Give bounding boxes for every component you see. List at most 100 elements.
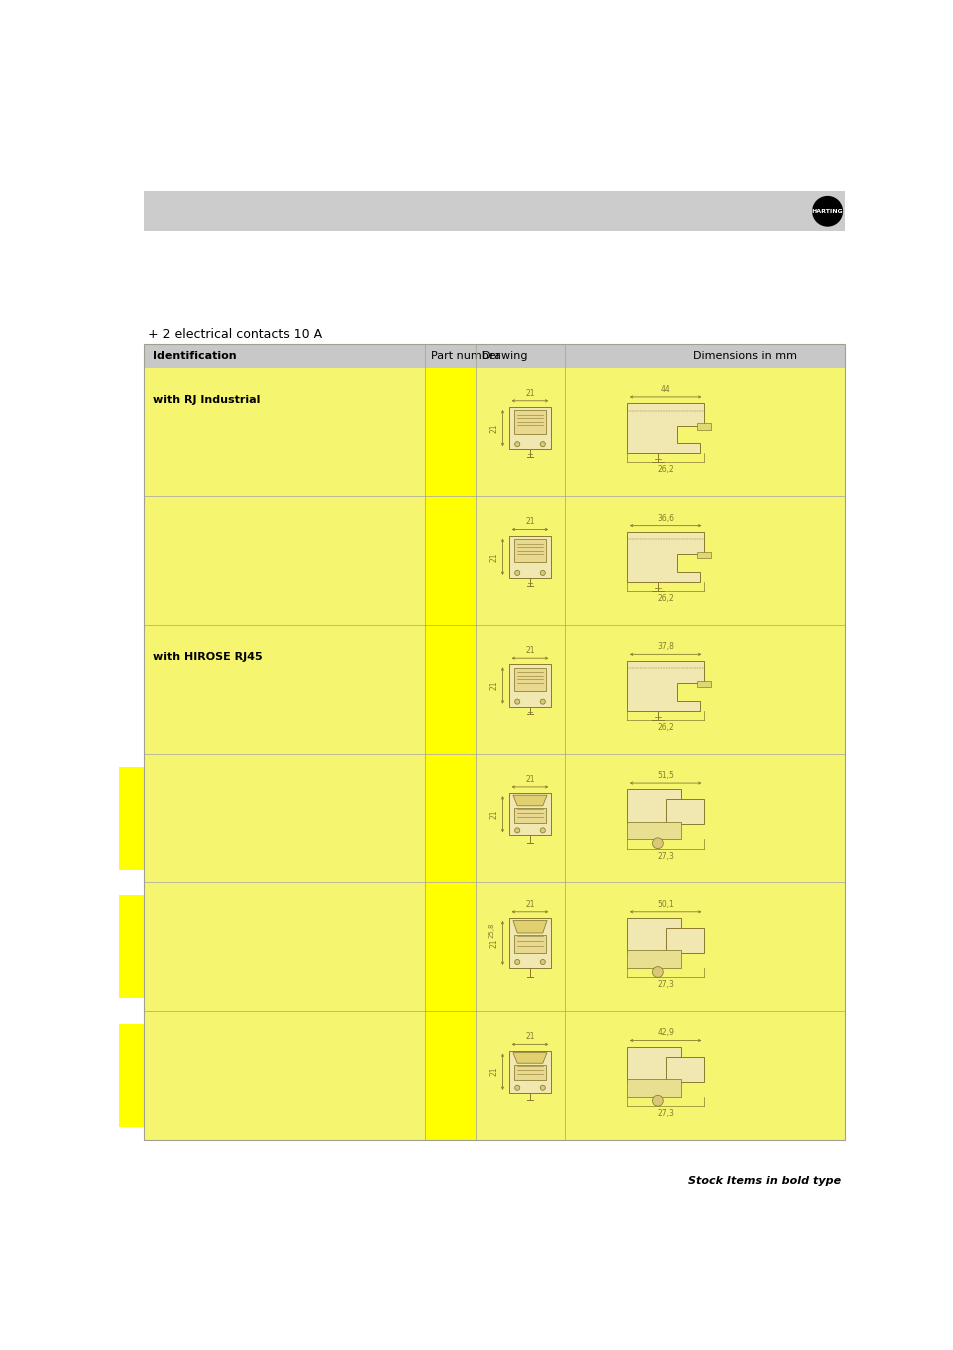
Text: 21: 21	[525, 1033, 535, 1041]
Bar	[665, 799, 703, 825]
Polygon shape	[513, 1053, 546, 1064]
Bar	[508, 536, 551, 578]
Text: 25,8: 25,8	[488, 922, 495, 938]
Circle shape	[539, 828, 545, 833]
Text: 21: 21	[489, 810, 498, 819]
Circle shape	[514, 828, 519, 833]
Bar	[476, 753, 843, 883]
Bar	[514, 936, 545, 953]
Circle shape	[539, 960, 545, 964]
Text: HARTING: HARTING	[811, 209, 842, 213]
Text: 42,9: 42,9	[657, 1029, 674, 1037]
Text: Dimensions in mm: Dimensions in mm	[692, 351, 796, 360]
Text: 21: 21	[525, 389, 535, 398]
Circle shape	[539, 699, 545, 705]
Bar	[144, 1011, 424, 1139]
Bar	[144, 192, 843, 231]
Text: 50,1: 50,1	[657, 899, 674, 909]
Circle shape	[514, 1085, 519, 1091]
Bar	[476, 625, 843, 753]
Bar	[424, 883, 476, 1011]
Polygon shape	[626, 404, 703, 454]
Circle shape	[539, 441, 545, 447]
Circle shape	[652, 1095, 662, 1106]
Bar	[476, 1011, 843, 1139]
Text: 21: 21	[525, 647, 535, 655]
Bar	[144, 625, 424, 753]
Bar	[476, 497, 843, 625]
Circle shape	[514, 960, 519, 964]
Text: Part number: Part number	[431, 351, 499, 360]
Bar	[144, 344, 843, 367]
Bar	[508, 792, 551, 836]
Text: with HIROSE RJ45: with HIROSE RJ45	[153, 652, 263, 663]
Text: 21: 21	[525, 517, 535, 526]
Polygon shape	[696, 552, 710, 559]
Circle shape	[652, 967, 662, 977]
Text: 21: 21	[489, 680, 498, 690]
Text: 26,2: 26,2	[657, 466, 673, 474]
Bar	[665, 1057, 703, 1081]
Circle shape	[539, 570, 545, 575]
Text: Drawing: Drawing	[481, 351, 528, 360]
Bar	[144, 753, 424, 883]
Text: 36,6: 36,6	[657, 513, 674, 522]
Bar	[508, 664, 551, 706]
Bar	[626, 1046, 680, 1081]
Bar	[424, 1011, 476, 1139]
Circle shape	[811, 196, 842, 227]
Bar	[144, 497, 424, 625]
Bar	[514, 1065, 545, 1080]
Text: 21: 21	[489, 938, 498, 948]
Text: 51,5: 51,5	[657, 771, 674, 780]
Polygon shape	[626, 660, 703, 710]
Circle shape	[652, 838, 662, 849]
Bar	[508, 406, 551, 450]
Bar	[626, 822, 680, 840]
Text: 26,2: 26,2	[657, 722, 673, 732]
Bar	[626, 918, 680, 953]
Polygon shape	[626, 532, 703, 582]
Polygon shape	[696, 423, 710, 429]
Text: 21: 21	[489, 552, 498, 562]
Text: 27,3: 27,3	[657, 980, 674, 990]
Bar	[144, 344, 843, 1139]
Bar	[508, 1050, 551, 1094]
Text: 21: 21	[525, 899, 535, 909]
Bar	[119, 767, 144, 869]
Bar	[514, 807, 545, 822]
Bar	[626, 1079, 680, 1096]
Text: 21: 21	[489, 424, 498, 433]
Bar	[514, 539, 545, 563]
Circle shape	[539, 1085, 545, 1091]
Text: 26,2: 26,2	[657, 594, 673, 603]
Text: 27,3: 27,3	[657, 852, 674, 860]
Bar	[424, 367, 476, 497]
Text: Stock Items in bold type: Stock Items in bold type	[687, 1176, 840, 1187]
Text: 37,8: 37,8	[657, 643, 674, 651]
Bar	[424, 753, 476, 883]
Bar	[508, 918, 551, 968]
Bar	[514, 668, 545, 691]
Text: 44: 44	[660, 385, 670, 394]
Text: + 2 electrical contacts 10 A: + 2 electrical contacts 10 A	[148, 328, 322, 340]
Circle shape	[514, 441, 519, 447]
Bar	[424, 625, 476, 753]
Bar	[119, 1025, 144, 1127]
Circle shape	[514, 699, 519, 705]
Text: with RJ Industrial: with RJ Industrial	[153, 394, 260, 405]
Bar	[476, 367, 843, 497]
Polygon shape	[696, 680, 710, 687]
Bar	[144, 883, 424, 1011]
Circle shape	[514, 570, 519, 575]
Bar	[665, 927, 703, 953]
Bar	[626, 790, 680, 825]
Polygon shape	[513, 921, 546, 933]
Bar	[514, 410, 545, 433]
Bar	[424, 497, 476, 625]
Text: Identification: Identification	[153, 351, 236, 360]
Polygon shape	[513, 795, 546, 806]
Text: 27,3: 27,3	[657, 1110, 674, 1118]
Text: 21: 21	[489, 1066, 498, 1076]
Bar	[476, 883, 843, 1011]
